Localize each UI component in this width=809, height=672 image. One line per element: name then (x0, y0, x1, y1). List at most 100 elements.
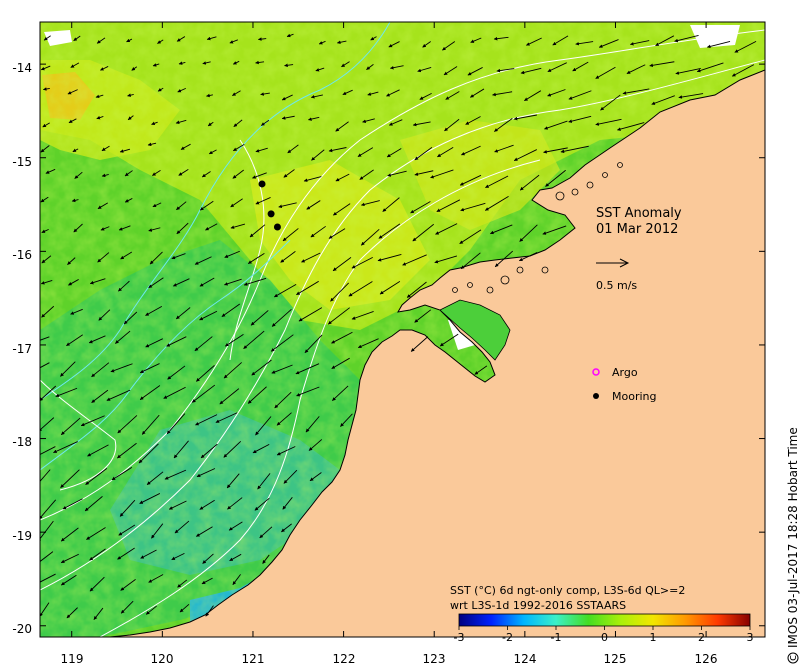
current-vector (444, 118, 460, 132)
copyright-icon-c: c (786, 655, 799, 661)
current-vector (88, 335, 106, 344)
current-vector (459, 229, 482, 245)
current-vector (295, 363, 320, 375)
current-vector (146, 471, 164, 486)
current-vector (332, 257, 352, 272)
current-vector (273, 283, 297, 298)
current-vector (276, 446, 296, 456)
current-vector (177, 87, 186, 93)
current-vector (74, 171, 83, 179)
current-vector (43, 35, 51, 41)
current-vector (120, 600, 134, 614)
current-vector (40, 417, 55, 432)
current-vector (86, 527, 106, 540)
current-vector (308, 116, 320, 121)
current-vector (545, 169, 566, 187)
current-vector (706, 41, 731, 49)
current-vector (484, 195, 509, 211)
current-vector (255, 197, 271, 205)
current-vector (678, 93, 704, 99)
current-vector (40, 362, 50, 369)
current-vector (460, 252, 481, 270)
current-vector (348, 281, 373, 297)
current-vector (366, 63, 374, 71)
current-vector (123, 311, 138, 325)
current-vector (280, 251, 296, 263)
current-vector (178, 61, 186, 65)
current-vector (357, 338, 379, 349)
current-vector (100, 66, 109, 71)
current-vector (552, 35, 569, 46)
current-vector (89, 576, 105, 592)
lat-tick-label: -17 (12, 342, 32, 356)
current-vector (305, 416, 320, 433)
credit-text: IMOS 03-Jul-2017 18:28 Hobart Time (786, 427, 800, 648)
current-vector (474, 365, 488, 375)
current-vector (595, 66, 616, 79)
current-vector (85, 467, 108, 485)
no-data-patch-nw (44, 30, 72, 46)
lat-tick-label: -16 (12, 248, 32, 262)
current-vector (327, 307, 350, 325)
current-vector (547, 62, 567, 73)
current-vector (412, 121, 431, 127)
current-vector (199, 310, 218, 321)
lat-tick-labels: -14 -15 -16 -17 -18 -19 -20 (12, 61, 32, 636)
current-vector (568, 90, 592, 100)
current-vector (145, 338, 164, 348)
current-vector (336, 40, 347, 45)
current-vector (70, 62, 80, 68)
lat-tick-label: -14 (12, 61, 32, 75)
current-vector (524, 90, 542, 102)
current-vector (206, 93, 213, 98)
current-vector (40, 446, 56, 455)
current-vector (251, 359, 272, 376)
current-vector (232, 90, 241, 96)
current-vector (124, 198, 133, 203)
current-vector (328, 147, 347, 153)
current-vector (271, 308, 292, 327)
current-vector (283, 469, 298, 484)
current-vector (282, 228, 299, 242)
current-vector (388, 119, 403, 126)
current-vector (437, 147, 454, 158)
current-vector (127, 93, 134, 97)
current-vector (359, 169, 374, 180)
current-vector (414, 147, 433, 161)
current-vector (196, 365, 215, 382)
current-vector (259, 526, 273, 539)
current-vector (176, 36, 186, 42)
current-vector (40, 469, 51, 482)
map-date: 01 Mar 2012 (596, 222, 678, 237)
current-vector (97, 202, 108, 210)
current-vector (331, 331, 353, 344)
current-vector (303, 176, 322, 182)
current-vector (171, 253, 186, 260)
current-vector (101, 173, 109, 178)
current-vector (60, 553, 79, 564)
current-vector (196, 468, 216, 478)
current-vector (560, 145, 589, 154)
current-vector (630, 40, 650, 46)
current-vector (80, 415, 105, 427)
current-vector (362, 118, 375, 123)
current-vector (227, 497, 243, 510)
current-vector (243, 277, 267, 286)
current-vector (389, 65, 404, 70)
coastline-islands (452, 162, 623, 294)
current-vector (470, 37, 482, 43)
current-vector (166, 413, 186, 435)
current-vector (377, 253, 402, 262)
current-vector (40, 145, 50, 153)
current-vector (332, 385, 349, 401)
current-vector (311, 149, 325, 161)
current-vector (89, 278, 106, 285)
current-vector (175, 119, 187, 124)
current-vector (309, 472, 322, 482)
colorbar-tick-label: 2 (698, 631, 705, 644)
current-vector (286, 33, 294, 38)
current-vector (42, 87, 50, 91)
current-vector (255, 147, 268, 153)
current-vector (202, 553, 214, 564)
current-vector (284, 63, 294, 68)
